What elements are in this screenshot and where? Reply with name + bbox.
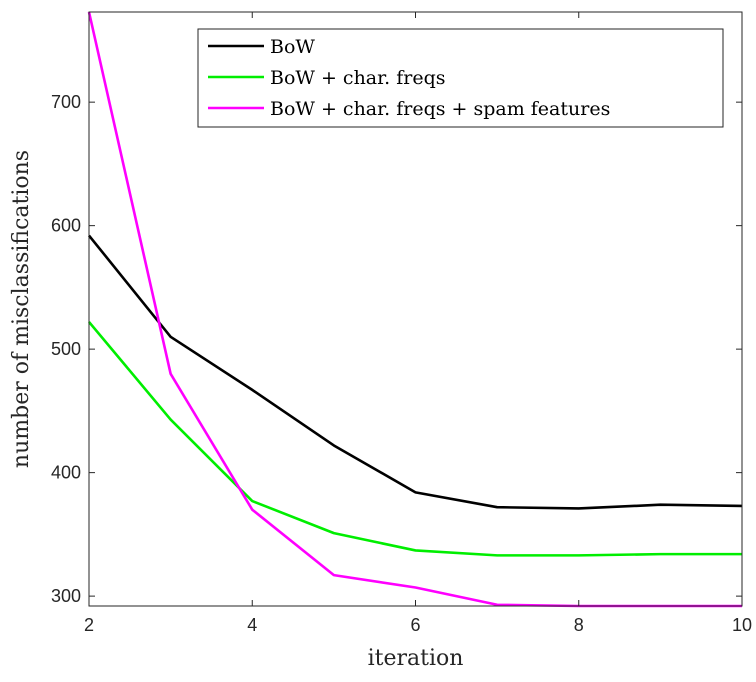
y-tick-label: 600 [51, 216, 81, 236]
y-tick-label: 500 [51, 339, 81, 359]
series-line-2 [88, 321, 742, 557]
x-tick-label: 8 [574, 615, 584, 635]
x-axis-label: iteration [368, 646, 464, 671]
y-tick-label: 400 [51, 463, 81, 483]
x-tick-label: 4 [247, 615, 257, 635]
axes-layer: 2 4 6 8 10 300 400 500 600 700 [51, 12, 752, 635]
x-tick-label: 6 [410, 615, 420, 635]
legend-label: BoW [270, 36, 315, 58]
legend: BoW BoW + char. freqs BoW + char. freqs + … [197, 28, 724, 128]
plot-frame [88, 11, 743, 607]
y-tick-label: 700 [51, 92, 81, 112]
legend-box [197, 28, 724, 128]
y-tick-label: 300 [51, 586, 81, 606]
x-tick-label: 2 [84, 615, 94, 635]
y-axis-label: number of misclassifications [9, 150, 34, 468]
series-line-1 [87, 234, 743, 510]
x-tick-label: 10 [732, 615, 752, 635]
legend-label: BoW + char. freqs [270, 67, 445, 89]
legend-label: BoW + char. freqs + spam features [270, 98, 610, 120]
